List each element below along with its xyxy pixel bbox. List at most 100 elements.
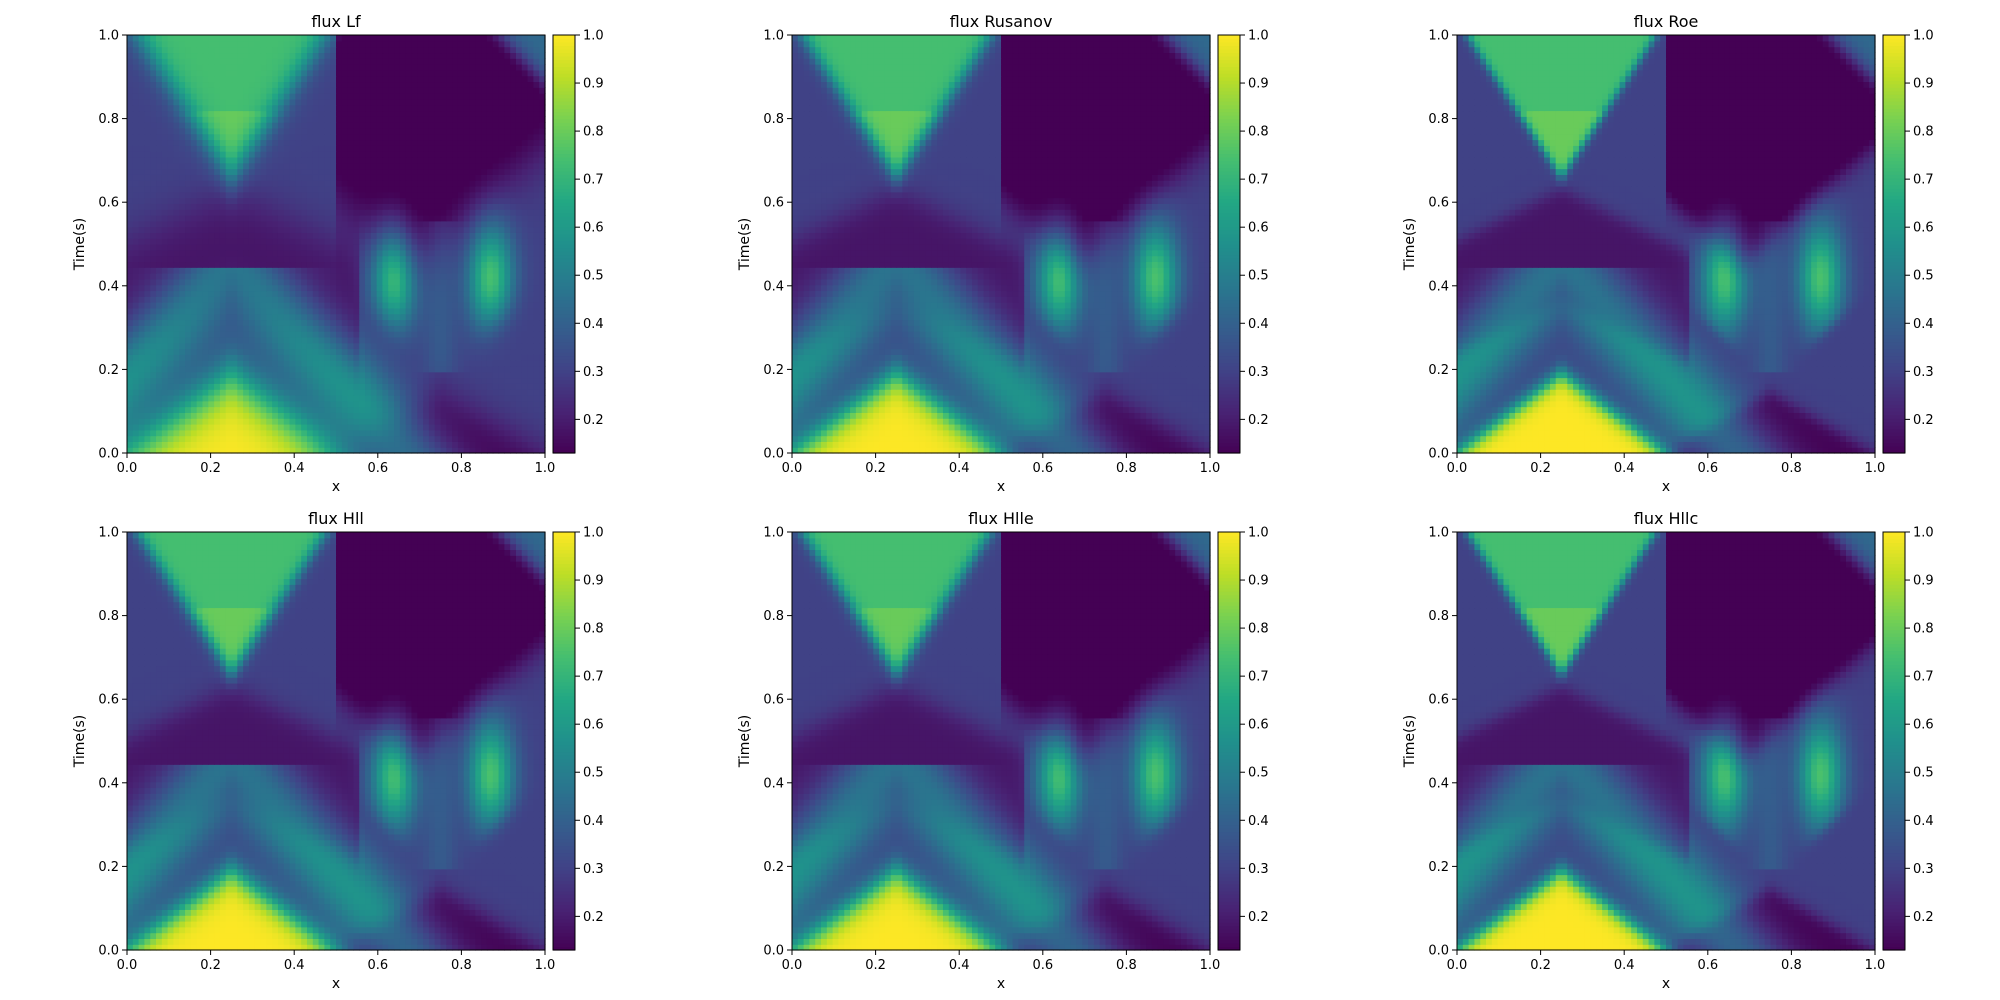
heatmap-cell xyxy=(359,365,366,373)
heatmap-cell xyxy=(359,185,366,193)
heatmap-cell xyxy=(539,348,546,355)
heatmap-cell xyxy=(306,400,314,408)
heatmap-cell xyxy=(132,52,140,59)
heatmap-cell xyxy=(219,389,227,396)
heatmap-cell xyxy=(388,69,395,77)
heatmap-cell xyxy=(411,273,418,280)
heatmap-cell xyxy=(452,64,459,71)
heatmap-cell xyxy=(260,244,267,251)
heatmap-cell xyxy=(138,435,146,442)
heatmap-cell xyxy=(417,116,424,123)
heatmap-cell xyxy=(539,232,546,239)
heatmap-cell xyxy=(457,58,465,65)
heatmap-cell xyxy=(527,104,534,112)
heatmap-cell xyxy=(202,394,209,402)
heatmap-cell xyxy=(243,139,250,146)
heatmap-cell xyxy=(446,383,453,390)
heatmap-cell xyxy=(161,371,169,379)
heatmap-cell xyxy=(359,325,366,332)
heatmap-cell xyxy=(440,290,447,297)
heatmap-cell xyxy=(469,255,476,263)
heatmap-cell xyxy=(394,81,401,88)
heatmap-cell xyxy=(295,104,302,112)
heatmap-cell xyxy=(394,302,401,309)
heatmap-cell xyxy=(150,441,157,448)
heatmap-cell xyxy=(498,418,505,425)
heatmap-cell xyxy=(492,418,500,425)
heatmap-cell xyxy=(179,342,186,350)
heatmap-cell xyxy=(452,110,459,117)
heatmap-cell xyxy=(283,168,291,175)
heatmap-cell xyxy=(399,371,407,379)
heatmap-cell xyxy=(127,371,134,379)
heatmap-cell xyxy=(330,307,337,315)
heatmap-cell xyxy=(167,69,175,77)
heatmap-cell xyxy=(156,284,163,292)
heatmap-cell xyxy=(533,354,540,361)
heatmap-cell xyxy=(132,406,140,413)
heatmap-cell xyxy=(370,441,378,448)
heatmap-cell xyxy=(417,122,424,129)
heatmap-cell xyxy=(515,139,523,146)
heatmap-cell xyxy=(370,267,378,274)
heatmap-cell xyxy=(539,226,546,233)
heatmap-cell xyxy=(202,133,209,141)
heatmap-cell xyxy=(446,58,453,65)
heatmap-cell xyxy=(144,273,151,280)
heatmap-cell xyxy=(324,116,331,123)
heatmap-cell xyxy=(341,104,349,112)
heatmap-cell xyxy=(353,273,360,280)
heatmap-cell xyxy=(185,226,192,233)
heatmap-cell xyxy=(324,261,331,268)
heatmap-cell xyxy=(411,232,418,239)
heatmap-cell xyxy=(138,232,146,239)
heatmap-cell xyxy=(190,389,198,396)
heatmap-cell xyxy=(388,185,395,193)
heatmap-cell xyxy=(214,64,221,71)
heatmap-cell xyxy=(347,354,355,361)
heatmap-cell xyxy=(330,441,337,448)
heatmap-cell xyxy=(417,81,424,88)
heatmap-cell xyxy=(347,116,355,123)
heatmap-cell xyxy=(190,244,198,251)
heatmap-cell xyxy=(359,319,366,326)
heatmap-cell xyxy=(127,238,134,245)
heatmap-cell xyxy=(382,116,389,123)
heatmap-cell xyxy=(515,371,523,379)
heatmap-cell xyxy=(127,429,134,437)
heatmap-cell xyxy=(190,394,198,402)
heatmap-cell xyxy=(283,365,291,373)
heatmap-cell xyxy=(185,151,192,158)
heatmap-cell xyxy=(132,296,140,303)
heatmap-cell xyxy=(196,406,204,413)
heatmap-cell xyxy=(417,69,424,77)
heatmap-cell xyxy=(347,348,355,355)
heatmap-cell xyxy=(190,110,198,117)
heatmap-cell xyxy=(411,389,418,396)
heatmap-cell xyxy=(127,220,134,228)
heatmap-cell xyxy=(138,244,146,251)
heatmap-cell xyxy=(504,319,511,326)
heatmap-cell xyxy=(190,360,198,367)
heatmap-cell xyxy=(295,249,302,257)
heatmap-cell xyxy=(457,278,465,286)
heatmap-cell xyxy=(179,127,186,135)
heatmap-cell xyxy=(469,365,476,373)
heatmap-cell xyxy=(440,133,447,141)
heatmap-cell xyxy=(312,307,320,315)
heatmap-cell xyxy=(156,98,163,106)
heatmap-cell xyxy=(277,75,285,83)
heatmap-cell xyxy=(423,52,430,59)
heatmap-cell xyxy=(405,412,413,419)
heatmap-cell xyxy=(237,203,244,210)
heatmap-cell xyxy=(341,313,349,321)
heatmap-cell xyxy=(144,162,151,170)
heatmap-cell xyxy=(150,447,157,454)
heatmap-cell xyxy=(318,331,325,338)
heatmap-cell xyxy=(330,81,337,88)
heatmap-cell xyxy=(382,64,389,71)
heatmap-cell xyxy=(301,273,308,280)
heatmap-cell xyxy=(434,122,442,129)
heatmap-cell xyxy=(498,447,505,454)
heatmap-cell xyxy=(138,162,146,170)
